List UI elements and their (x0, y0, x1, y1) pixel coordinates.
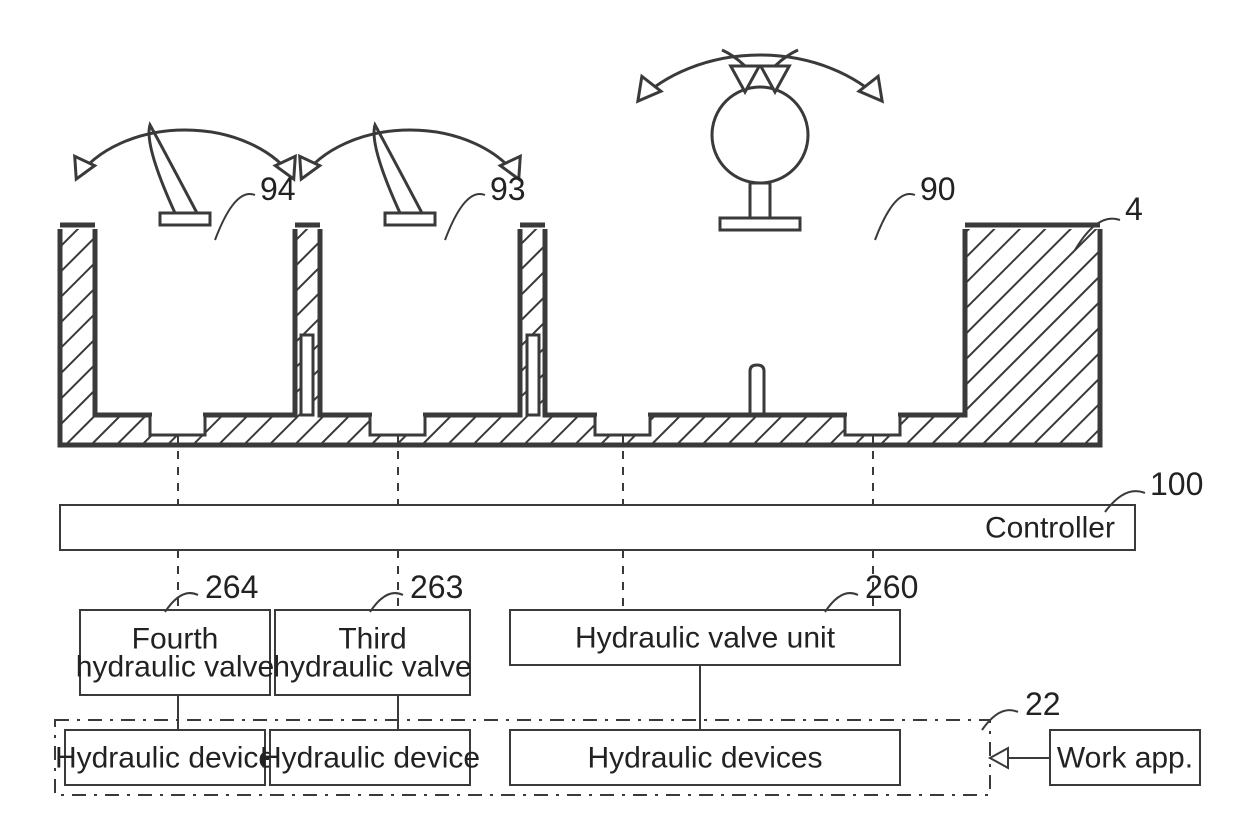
ref-label-264: 264 (205, 569, 258, 605)
lever-base-0 (160, 213, 210, 225)
work-app-label: Work app. (1057, 742, 1193, 775)
ref-label-94: 94 (260, 171, 296, 207)
ref-label-90: 90 (920, 171, 956, 207)
device-label-dev2: Hydraulic device (260, 742, 480, 775)
joystick-ball (712, 87, 808, 183)
device-label-dev3: Hydraulic devices (587, 742, 822, 775)
valve-label-hvu-0: Hydraulic valve unit (575, 622, 836, 655)
ref-label-93: 93 (490, 171, 526, 207)
ref-label-22: 22 (1025, 686, 1061, 722)
diagram-canvas: ControllerFourthhydraulic valveThirdhydr… (0, 0, 1240, 839)
control-slot-2 (545, 225, 965, 415)
ref-label-100: 100 (1150, 466, 1203, 502)
lever-base-1 (385, 213, 435, 225)
lever-0 (149, 125, 197, 213)
joystick-base (720, 218, 800, 230)
lever-1 (374, 125, 422, 213)
control-slot-1 (320, 225, 520, 415)
valve-label-fourth-1: hydraulic valve (76, 651, 274, 684)
lever-arc-1 (301, 130, 519, 179)
joystick-stem (750, 183, 770, 218)
controller-label: Controller (985, 512, 1115, 545)
control-slot-0 (95, 225, 295, 415)
ref-label-4: 4 (1125, 191, 1143, 227)
ref-label-260: 260 (865, 569, 918, 605)
controller-bar (60, 505, 1135, 550)
device-label-dev1: Hydraulic device (55, 742, 275, 775)
ref-label-263: 263 (410, 569, 463, 605)
valve-label-third-1: hydraulic valve (273, 651, 471, 684)
work-app-arrowhead (990, 748, 1008, 768)
